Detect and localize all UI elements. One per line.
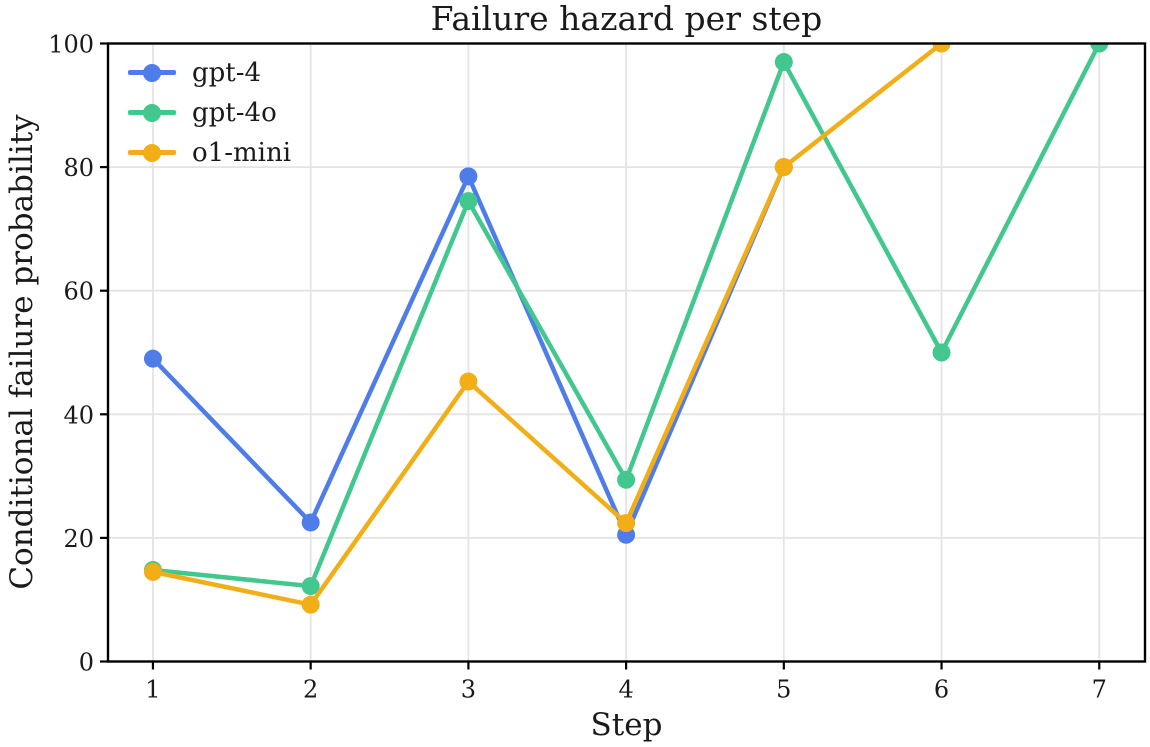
legend-item-o1-mini: o1-mini — [128, 137, 291, 168]
x-tick-label: 7 — [1092, 676, 1107, 704]
x-tick-label: 4 — [618, 676, 633, 704]
legend-item-gpt-4: gpt-4 — [128, 57, 291, 88]
marker-o1-mini-step-4 — [617, 514, 636, 533]
legend-dot — [143, 63, 161, 82]
marker-o1-mini-step-3 — [459, 372, 478, 391]
y-axis-label: Conditional failure probability — [4, 114, 40, 590]
y-tick-label: 40 — [63, 401, 94, 429]
marker-gpt-4o-step-7 — [1090, 43, 1109, 53]
axes-ticks: 1 2 3 4 5 6 7 0 20 40 60 80 100 — [48, 31, 1107, 704]
series-o1-mini — [143, 43, 951, 614]
marker-gpt-4-step-2 — [301, 513, 320, 532]
legend-item-gpt-4o: gpt-4o — [128, 97, 291, 128]
legend-label: gpt-4 — [192, 57, 262, 88]
marker-o1-mini-step-5 — [774, 158, 793, 177]
marker-o1-mini-step-1 — [143, 562, 162, 581]
marker-o1-mini-step-6 — [932, 43, 951, 53]
series-line-o1-mini — [150, 43, 944, 607]
x-tick-label: 6 — [934, 676, 949, 704]
x-tick-label: 1 — [145, 676, 160, 704]
legend-label: o1-mini — [192, 137, 292, 168]
y-tick-label: 80 — [63, 154, 94, 182]
chart-title: Failure hazard per step — [430, 0, 823, 38]
x-tick-label: 3 — [461, 676, 476, 704]
legend: gpt-4 gpt-4o o1-mini — [128, 57, 291, 168]
x-tick-label: 5 — [776, 676, 791, 704]
legend-dot — [143, 103, 161, 122]
legend-line-marker-icon — [128, 103, 176, 122]
legend-label: gpt-4o — [192, 97, 277, 128]
legend-line-marker-icon — [128, 143, 176, 162]
series-layer — [143, 43, 1109, 614]
x-tick-label: 2 — [303, 676, 318, 704]
marker-gpt-4o-step-6 — [932, 343, 951, 362]
marker-gpt-4-step-1 — [143, 349, 162, 368]
legend-dot — [143, 143, 161, 162]
y-tick-label: 20 — [63, 525, 94, 553]
marker-gpt-4o-step-4 — [617, 470, 636, 489]
marker-gpt-4o-step-2 — [301, 577, 320, 596]
marker-gpt-4o-step-5 — [774, 53, 793, 72]
y-tick-label: 0 — [79, 649, 94, 677]
x-axis-label: Step — [590, 707, 663, 743]
y-tick-label: 60 — [63, 278, 94, 306]
y-tick-label: 100 — [48, 31, 94, 59]
marker-o1-mini-step-2 — [301, 595, 320, 614]
marker-gpt-4o-step-3 — [459, 192, 478, 211]
legend-line-marker-icon — [128, 63, 176, 82]
marker-gpt-4-step-3 — [459, 167, 478, 186]
